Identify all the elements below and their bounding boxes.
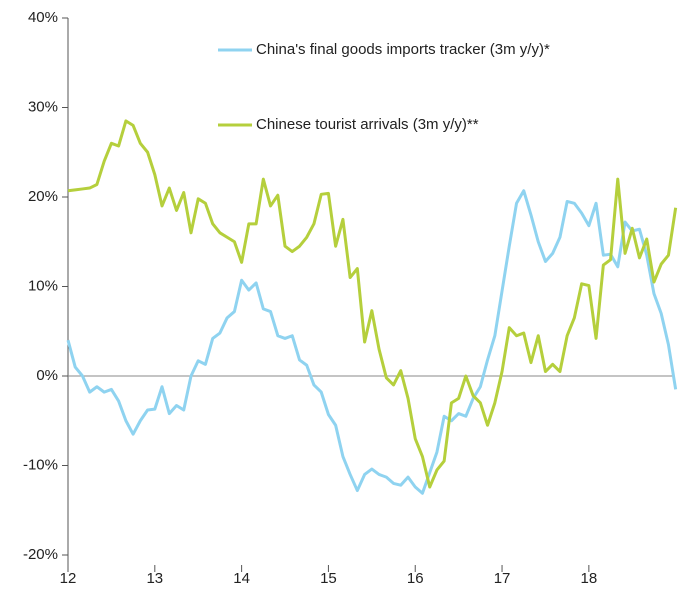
legend-label: Chinese tourist arrivals (3m y/y)**	[256, 116, 479, 133]
x-tick-label: 17	[494, 570, 511, 586]
series-line	[66, 189, 678, 495]
y-tick-label: 40%	[28, 9, 58, 26]
y-tick-label: 30%	[28, 98, 58, 115]
y-tick-label: 10%	[28, 277, 58, 294]
series-line	[67, 119, 678, 489]
y-tick-label: -10%	[23, 456, 58, 473]
x-tick-label: 13	[146, 570, 163, 586]
x-tick-label: 14	[233, 570, 250, 586]
x-tick-label: 15	[320, 570, 337, 586]
y-tick-label: 20%	[28, 188, 58, 205]
y-tick-label: 0%	[36, 367, 58, 384]
x-tick-label: 12	[60, 570, 77, 586]
x-tick-label: 16	[407, 570, 424, 586]
legend-label: China's final goods imports tracker (3m …	[256, 41, 550, 58]
x-tick-label: 18	[581, 570, 598, 586]
y-tick-label: -20%	[23, 546, 58, 563]
